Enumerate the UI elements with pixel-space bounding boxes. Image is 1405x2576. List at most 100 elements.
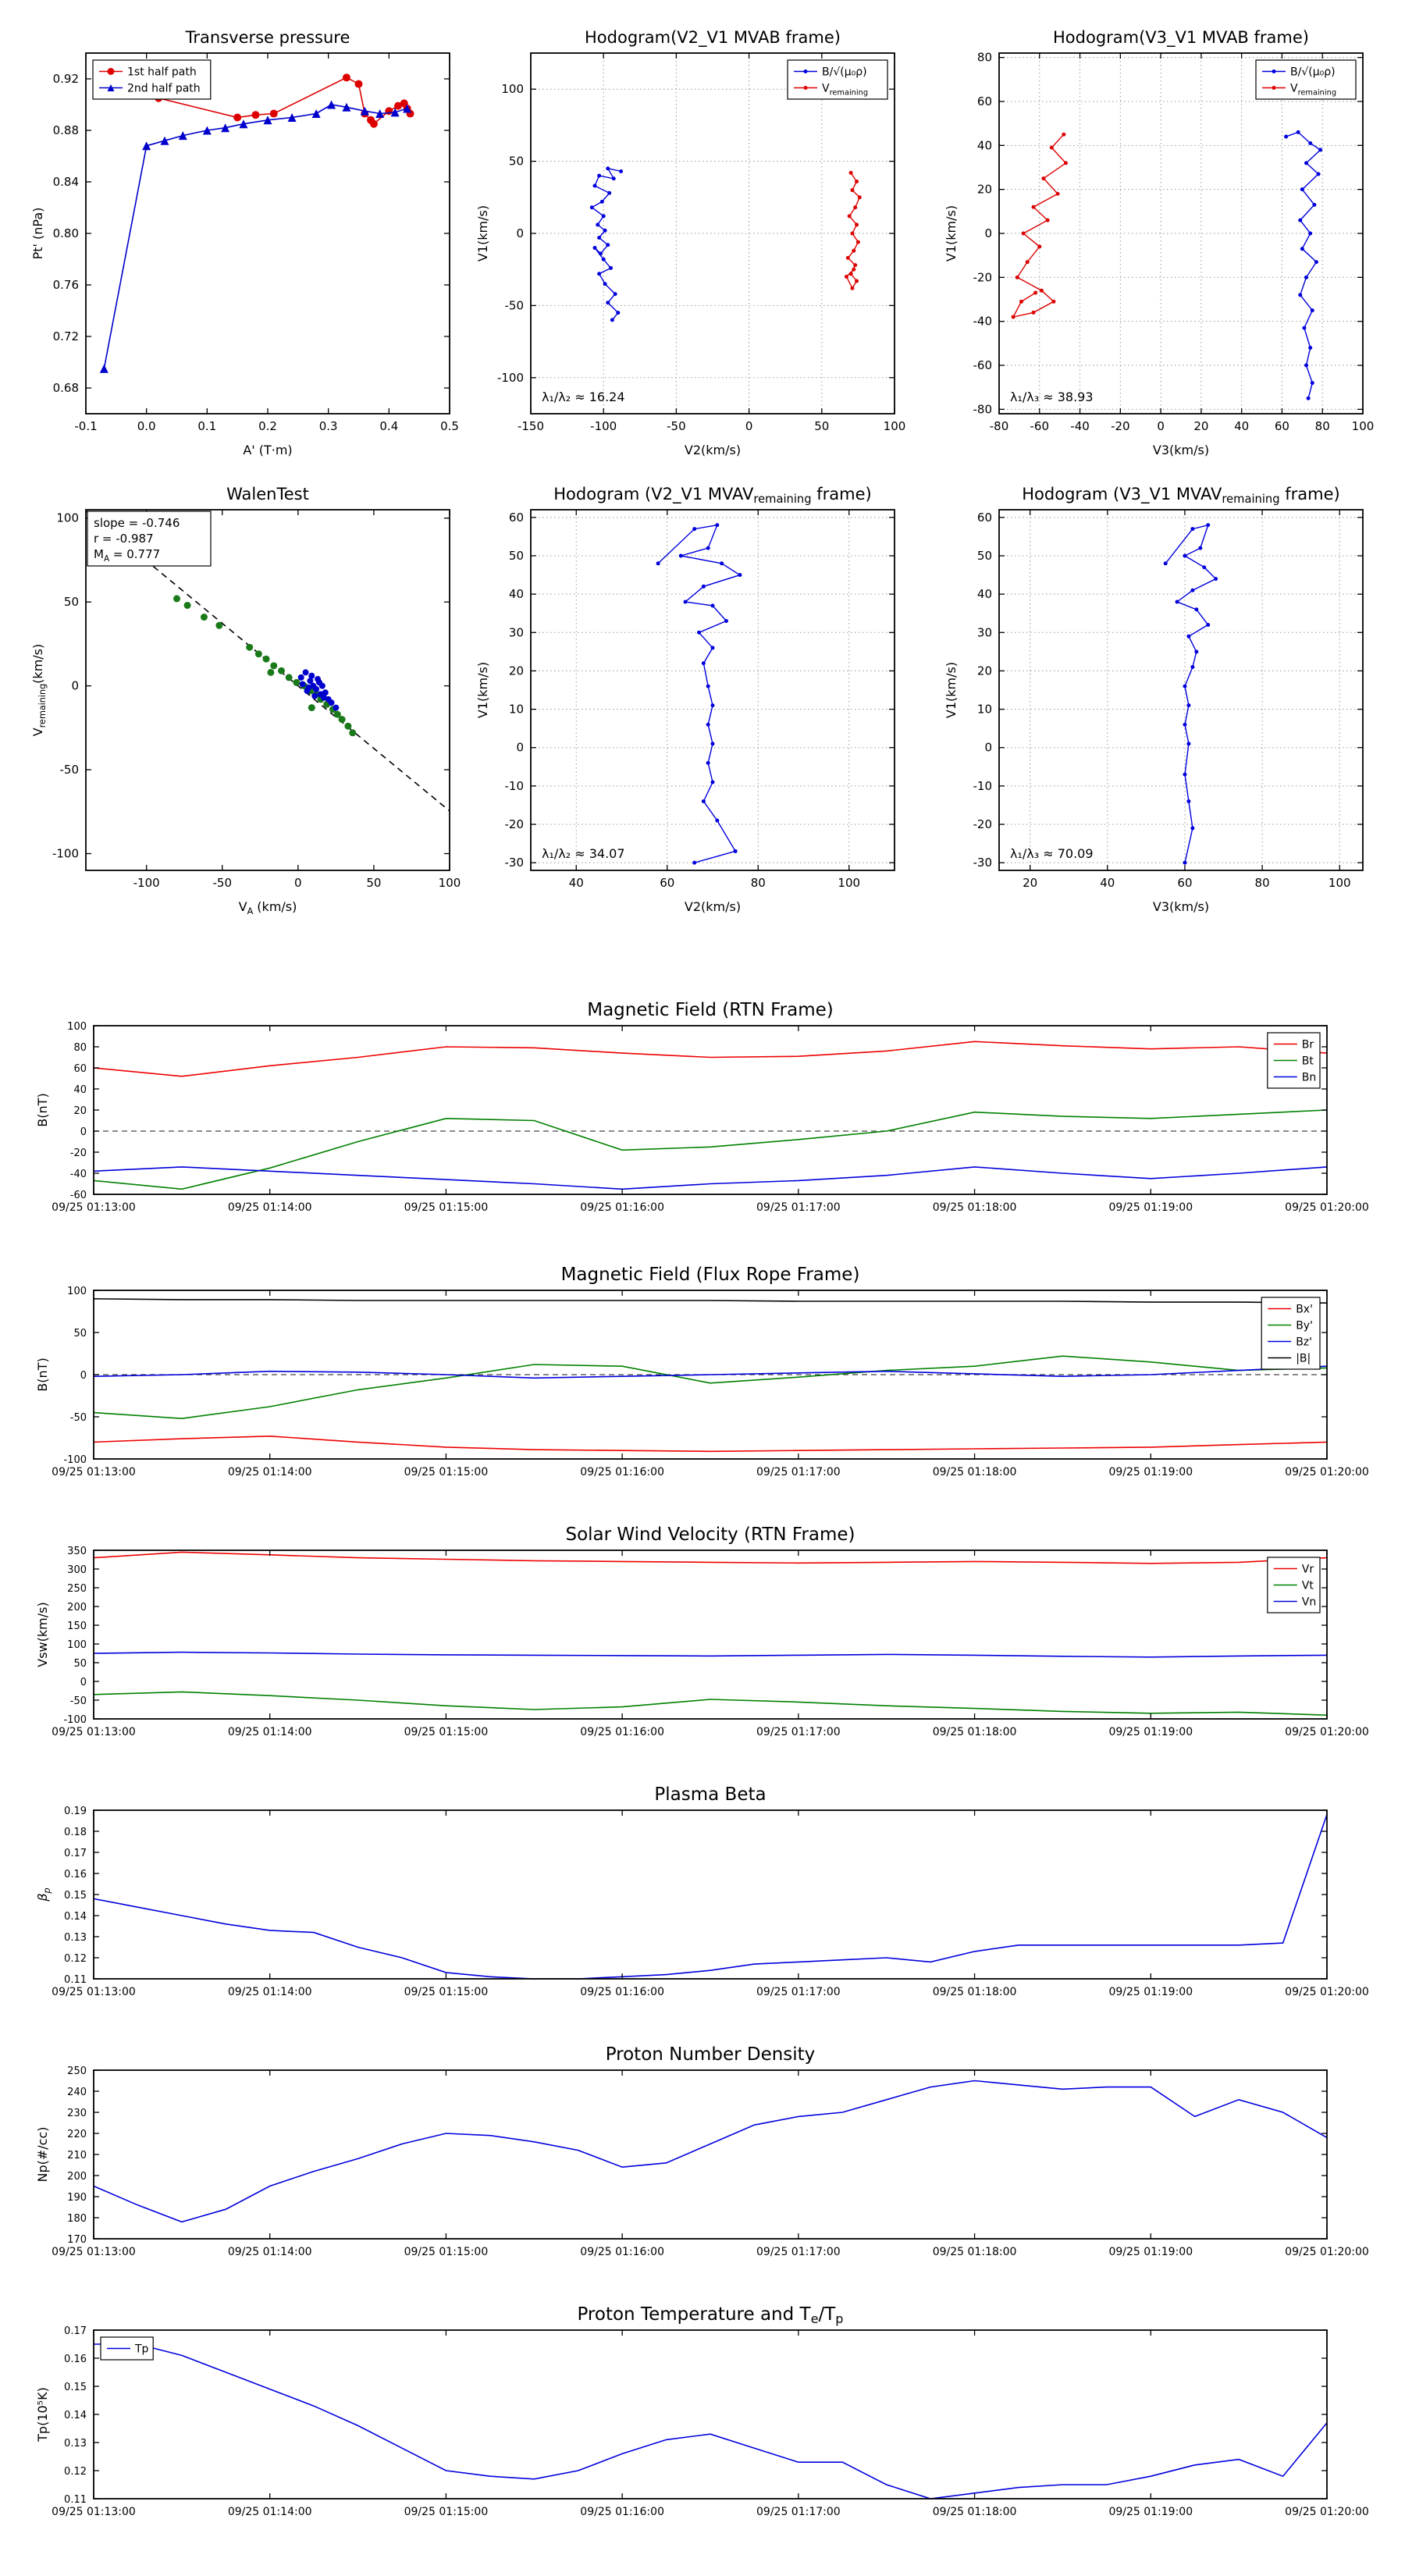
svg-text:0.12: 0.12 <box>64 2466 87 2478</box>
svg-text:09/25 01:18:00: 09/25 01:18:00 <box>933 1726 1017 1738</box>
svg-text:0.80: 0.80 <box>53 226 79 240</box>
svg-text:V1(km/s): V1(km/s) <box>944 662 959 718</box>
svg-text:slope = -0.746: slope = -0.746 <box>94 516 180 530</box>
svg-text:230: 230 <box>67 2108 87 2119</box>
svg-text:Np(#/cc): Np(#/cc) <box>35 2127 50 2183</box>
svg-text:λ₁/λ₃ ≈ 70.09: λ₁/λ₃ ≈ 70.09 <box>1010 846 1094 861</box>
svg-text:V2(km/s): V2(km/s) <box>685 899 741 914</box>
svg-text:-50: -50 <box>505 298 525 312</box>
svg-text:09/25 01:14:00: 09/25 01:14:00 <box>228 1466 312 1478</box>
svg-text:09/25 01:14:00: 09/25 01:14:00 <box>228 2506 312 2518</box>
svg-text:V1(km/s): V1(km/s) <box>944 205 959 262</box>
svg-text:0.14: 0.14 <box>64 1911 87 1923</box>
svg-text:-100: -100 <box>63 1454 87 1466</box>
svg-text:40: 40 <box>73 1084 87 1096</box>
svg-text:40: 40 <box>569 876 584 890</box>
svg-text:-150: -150 <box>518 419 544 433</box>
walen-svg: -100 -50 0 50 100 -100 -50 0 50 100 WalenTest VA​ (… <box>30 485 461 916</box>
svg-text:60: 60 <box>73 1063 87 1075</box>
svg-text:80: 80 <box>751 876 766 890</box>
svg-text:80: 80 <box>977 51 992 65</box>
svg-text:09/25 01:20:00: 09/25 01:20:00 <box>1285 2506 1369 2518</box>
svg-text:Solar Wind Velocity (RTN Frame: Solar Wind Velocity (RTN Frame) <box>565 1525 855 1545</box>
svg-text:100: 100 <box>1329 876 1351 890</box>
svg-text:09/25 01:16:00: 09/25 01:16:00 <box>580 2506 664 2518</box>
svg-text:-60: -60 <box>1030 419 1050 433</box>
svg-text:100: 100 <box>1352 419 1374 433</box>
svg-text:09/25 01:17:00: 09/25 01:17:00 <box>756 2246 841 2258</box>
svg-text:100: 100 <box>838 876 860 890</box>
svg-text:20: 20 <box>977 183 992 197</box>
chart-proton-temperature: 09/25 01:13:00 09/25 01:14:00 09/25 01:15:… <box>23 2296 1382 2530</box>
svg-text:VA​ (km/s): VA​ (km/s) <box>239 899 297 916</box>
svg-text:r = -0.987: r = -0.987 <box>94 532 154 546</box>
np-svg: 09/25 01:13:00 09/25 01:14:00 09/25 01:15:… <box>35 2044 1369 2258</box>
svg-text:30: 30 <box>977 625 992 639</box>
svg-text:09/25 01:19:00: 09/25 01:19:00 <box>1108 1726 1193 1738</box>
svg-text:20: 20 <box>1193 419 1208 433</box>
svg-text:09/25 01:16:00: 09/25 01:16:00 <box>580 2246 664 2258</box>
svg-text:-100: -100 <box>63 1714 87 1726</box>
svg-text:Tp(10⁵K): Tp(10⁵K) <box>35 2387 50 2443</box>
svg-text:V3(km/s): V3(km/s) <box>1153 899 1209 914</box>
svg-text:B(nT): B(nT) <box>35 1357 50 1391</box>
chart-magnetic-field-flux-rope: 09/25 01:13:00 09/25 01:14:00 09/25 01:15:… <box>23 1256 1382 1490</box>
svg-text:0.14: 0.14 <box>64 2410 87 2421</box>
svg-text:B/√(μ₀ρ): B/√(μ₀ρ) <box>1290 66 1336 79</box>
chart-proton-number-density: 09/25 01:13:00 09/25 01:14:00 09/25 01:15:… <box>23 2036 1382 2270</box>
chart-hodogram-v2v1-mvab: -150 -100 -50 0 50 100 -100 -50 0 50 100 Hodogram(V… <box>468 16 905 472</box>
svg-text:0.92: 0.92 <box>53 72 79 86</box>
svg-text:09/25 01:18:00: 09/25 01:18:00 <box>933 2506 1017 2518</box>
svg-text:-20: -20 <box>505 817 525 831</box>
svg-text:B/√(μ₀ρ): B/√(μ₀ρ) <box>822 66 867 79</box>
svg-text:0.4: 0.4 <box>379 419 398 433</box>
svg-text:180: 180 <box>67 2213 87 2225</box>
svg-text:Vn: Vn <box>1302 1596 1316 1609</box>
hod_v2_mvav-svg: 40 60 80 100 -30 -20 -10 0 10 20 30 40 50 60 Hodogram … <box>475 485 895 914</box>
svg-text:Magnetic Field (Flux Rope Fram: Magnetic Field (Flux Rope Frame) <box>561 1265 860 1285</box>
svg-text:WalenTest: WalenTest <box>226 485 309 503</box>
svg-text:-50: -50 <box>667 419 686 433</box>
svg-text:100: 100 <box>67 1021 87 1033</box>
svg-text:60: 60 <box>509 511 524 525</box>
svg-text:0.0: 0.0 <box>137 419 156 433</box>
svg-text:Bx': Bx' <box>1296 1304 1313 1316</box>
svg-text:0.13: 0.13 <box>64 2438 87 2450</box>
svg-text:170: 170 <box>67 2234 87 2246</box>
svg-text:09/25 01:20:00: 09/25 01:20:00 <box>1285 1986 1369 1998</box>
svg-text:09/25 01:13:00: 09/25 01:13:00 <box>52 1986 136 1998</box>
svg-text:|B|: |B| <box>1296 1353 1311 1365</box>
svg-text:350: 350 <box>67 1546 87 1557</box>
svg-text:Bz': Bz' <box>1296 1336 1312 1349</box>
svg-text:09/25 01:18:00: 09/25 01:18:00 <box>933 1986 1017 1998</box>
svg-text:0.15: 0.15 <box>64 2382 87 2393</box>
svg-text:-80: -80 <box>973 402 993 416</box>
svg-text:40: 40 <box>509 587 524 601</box>
svg-text:0.88: 0.88 <box>53 123 79 137</box>
svg-text:40: 40 <box>1234 419 1249 433</box>
svg-text:09/25 01:15:00: 09/25 01:15:00 <box>404 2246 489 2258</box>
svg-text:50: 50 <box>814 419 829 433</box>
svg-text:20: 20 <box>73 1105 87 1117</box>
svg-text:0: 0 <box>745 419 753 433</box>
svg-text:09/25 01:18:00: 09/25 01:18:00 <box>933 2246 1017 2258</box>
svg-text:0.16: 0.16 <box>64 2354 87 2365</box>
svg-text:09/25 01:14:00: 09/25 01:14:00 <box>228 1201 312 1214</box>
svg-text:-50: -50 <box>70 1412 87 1424</box>
svg-text:09/25 01:19:00: 09/25 01:19:00 <box>1108 1201 1193 1214</box>
svg-text:09/25 01:17:00: 09/25 01:17:00 <box>756 1726 841 1738</box>
svg-text:Br: Br <box>1302 1039 1314 1051</box>
svg-text:-100: -100 <box>497 371 524 385</box>
chart-hodogram-v3v1-mvav: 20 40 60 80 100 -30 -20 -10 0 10 20 30 40 50 60 Hodogra… <box>937 472 1374 929</box>
svg-text:09/25 01:19:00: 09/25 01:19:00 <box>1108 2506 1193 2518</box>
svg-text:60: 60 <box>977 94 992 109</box>
svg-text:-40: -40 <box>70 1169 87 1180</box>
svg-text:A' (T·m): A' (T·m) <box>243 443 292 457</box>
svg-text:09/25 01:13:00: 09/25 01:13:00 <box>52 1466 136 1478</box>
svg-text:Proton Temperature and Te​/Tp​: Proton Temperature and Te​/Tp​ <box>577 2304 843 2326</box>
svg-text:-30: -30 <box>973 856 993 870</box>
svg-text:Hodogram(V2_V1 MVAB frame): Hodogram(V2_V1 MVAB frame) <box>585 28 841 48</box>
svg-text:0.5: 0.5 <box>440 419 459 433</box>
svg-text:0.2: 0.2 <box>258 419 277 433</box>
